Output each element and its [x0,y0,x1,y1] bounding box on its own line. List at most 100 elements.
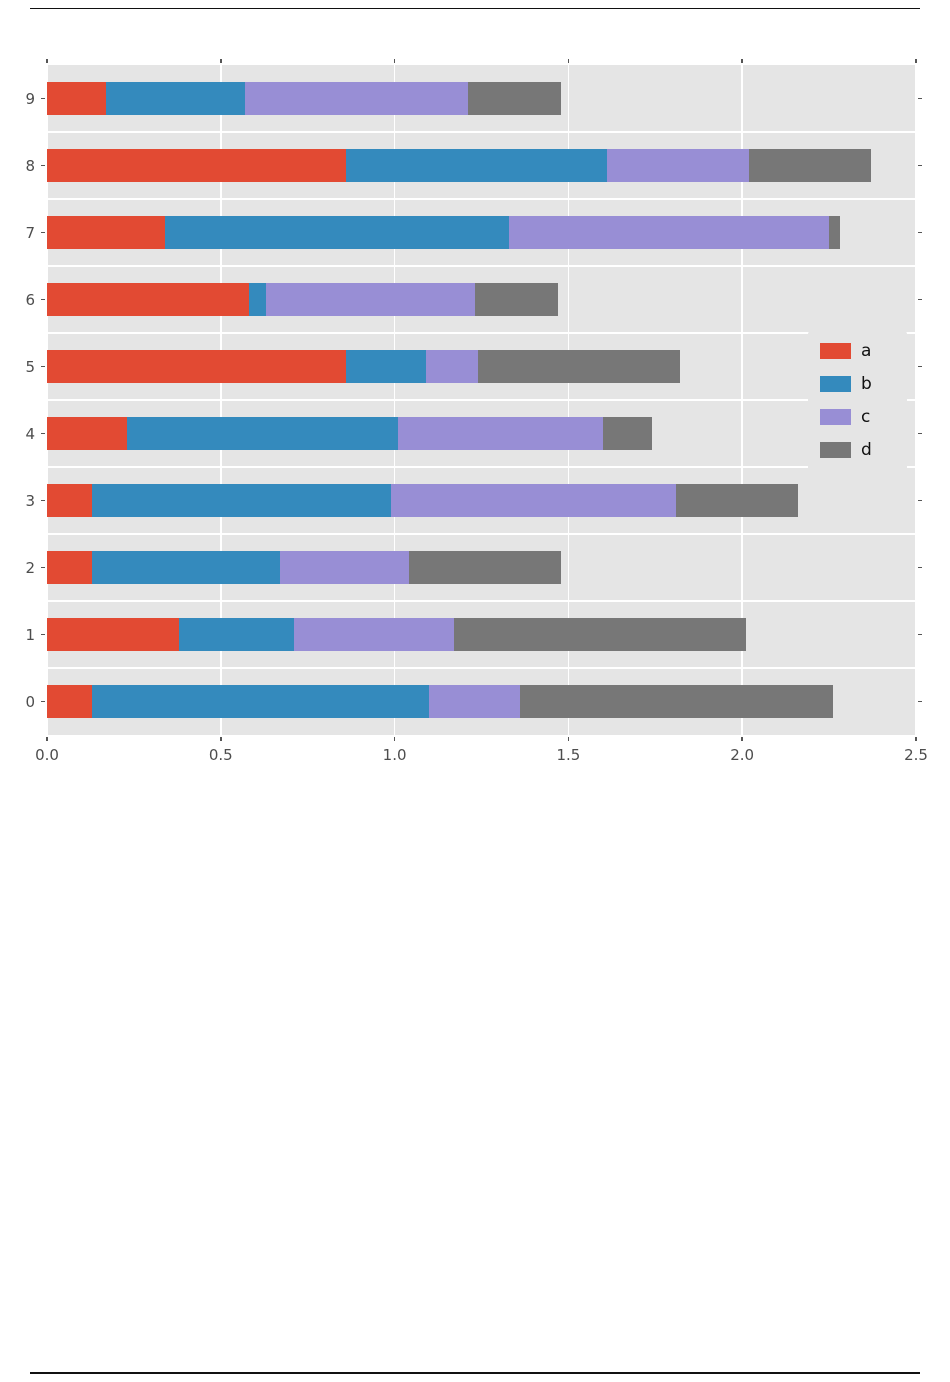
bar-segment-a [47,349,346,384]
gridline-horizontal [47,332,916,334]
bar-segment-b [179,617,294,652]
y-tick-right [918,432,922,435]
y-tick-left [41,700,45,703]
y-tick-right [918,700,922,703]
x-tick-top [393,59,396,63]
bar-segment-a [47,483,93,518]
legend-label: c [861,406,871,427]
x-tick-label: 2.5 [904,746,928,764]
bar-segment-d [519,684,833,719]
gridline-horizontal [47,399,916,401]
legend-swatch-d [820,441,851,458]
gridline-horizontal [47,131,916,133]
bar-segment-d [478,349,680,384]
bar-row [47,215,916,250]
bar-segment-d [829,215,840,250]
bar-segment-c [606,148,750,183]
bar-row [47,148,916,183]
y-tick-left [41,365,45,368]
bar-segment-a [47,81,107,116]
bar-segment-d [603,416,652,451]
bar-row [47,684,916,719]
bar-segment-c [265,282,475,317]
bar-segment-b [106,81,246,116]
x-tick-bottom [220,737,222,741]
bar-segment-b [92,483,392,518]
x-tick-top [741,59,743,63]
x-tick-bottom [741,737,743,741]
y-tick-right [918,231,922,234]
x-tick-label: 1.0 [382,746,407,764]
bar-row [47,550,916,585]
bar-row [47,81,916,116]
bar-segment-c [429,684,520,719]
x-tick-top [46,59,48,63]
bar-segment-c [391,483,677,518]
x-tick-label: 1.5 [556,746,581,764]
bar-row [47,483,916,518]
gridline-horizontal [47,466,916,468]
y-tick-left [41,499,45,502]
legend-label: d [861,439,872,460]
y-tick-label: 3 [25,491,35,510]
x-tick-bottom [393,737,396,741]
bar-segment-b [345,148,607,183]
x-tick-top [567,59,570,63]
y-tick-right [918,164,922,167]
x-tick-bottom [567,737,570,741]
bar-segment-c [293,617,454,652]
bar-segment-d [453,617,746,652]
gridline-horizontal [47,600,916,602]
x-tick-label: 2.0 [730,746,755,764]
bar-segment-a [47,416,127,451]
gridline-horizontal [47,667,916,669]
y-tick-right [918,499,922,502]
bar-segment-b [165,215,510,250]
y-tick-right [918,365,922,368]
y-tick-left [41,97,45,100]
bar-segment-b [345,349,426,384]
bar-segment-c [245,81,468,116]
bar-segment-d [474,282,558,317]
bar-segment-d [467,81,562,116]
y-tick-left [41,633,45,636]
bar-segment-b [248,282,266,317]
legend-label: b [861,373,872,394]
y-tick-label: 2 [25,558,35,577]
y-tick-label: 0 [25,692,35,711]
bar-row [47,617,916,652]
y-tick-left [41,566,45,569]
y-tick-label: 5 [25,357,35,376]
bar-segment-d [676,483,798,518]
bar-segment-c [425,349,478,384]
bar-row [47,349,916,384]
bar-segment-a [47,550,93,585]
y-tick-right [918,633,922,636]
bar-segment-d [749,148,871,183]
y-tick-label: 6 [25,290,35,309]
bar-row [47,282,916,317]
bar-segment-a [47,148,346,183]
bottom-rule [30,1372,920,1374]
bar-segment-a [47,282,249,317]
bar-segment-b [126,416,399,451]
x-tick-bottom [915,737,917,741]
bar-segment-a [47,215,166,250]
bar-segment-c [279,550,409,585]
bar-segment-c [509,215,830,250]
legend-item: d [808,433,907,466]
bar-segment-b [92,684,430,719]
gridline-horizontal [47,198,916,200]
x-tick-label: 0.5 [208,746,233,764]
bar-row [47,416,916,451]
legend-swatch-c [820,408,851,425]
y-tick-label: 7 [25,223,35,242]
gridline-horizontal [47,265,916,267]
bar-segment-b [92,550,280,585]
x-tick-label: 0.0 [35,746,59,764]
y-tick-left [41,164,45,167]
legend-item: b [808,367,907,400]
